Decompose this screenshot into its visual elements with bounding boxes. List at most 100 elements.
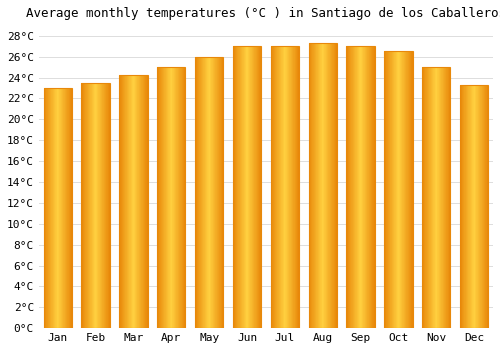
Bar xyxy=(131,75,132,328)
Bar xyxy=(44,88,45,328)
Bar xyxy=(437,67,438,328)
Bar xyxy=(210,57,211,328)
Bar xyxy=(398,51,399,328)
Bar xyxy=(195,57,224,328)
Bar xyxy=(141,75,142,328)
Bar xyxy=(384,51,412,328)
Bar xyxy=(199,57,200,328)
Bar xyxy=(235,46,236,328)
Bar xyxy=(431,67,432,328)
Bar xyxy=(282,46,283,328)
Bar xyxy=(169,67,170,328)
Bar xyxy=(83,83,84,328)
Bar xyxy=(429,67,430,328)
Bar xyxy=(479,85,480,328)
Bar xyxy=(391,51,392,328)
Bar xyxy=(371,46,372,328)
Bar xyxy=(400,51,402,328)
Bar xyxy=(177,67,178,328)
Bar xyxy=(167,67,168,328)
Bar xyxy=(252,46,253,328)
Bar xyxy=(123,75,124,328)
Bar xyxy=(443,67,444,328)
Bar xyxy=(285,46,286,328)
Bar xyxy=(392,51,394,328)
Bar xyxy=(399,51,400,328)
Bar xyxy=(385,51,386,328)
Bar xyxy=(396,51,398,328)
Bar xyxy=(52,88,53,328)
Bar xyxy=(312,43,313,328)
Bar xyxy=(286,46,287,328)
Bar xyxy=(360,46,361,328)
Bar xyxy=(435,67,436,328)
Bar xyxy=(98,83,99,328)
Bar xyxy=(59,88,60,328)
Bar xyxy=(258,46,259,328)
Bar xyxy=(162,67,163,328)
Bar xyxy=(195,57,196,328)
Bar xyxy=(293,46,294,328)
Bar xyxy=(220,57,221,328)
Bar xyxy=(408,51,409,328)
Bar xyxy=(350,46,351,328)
Bar xyxy=(277,46,278,328)
Bar xyxy=(88,83,89,328)
Bar xyxy=(236,46,237,328)
Bar xyxy=(84,83,85,328)
Bar xyxy=(336,43,337,328)
Bar xyxy=(173,67,174,328)
Bar xyxy=(427,67,428,328)
Bar xyxy=(308,43,337,328)
Bar xyxy=(468,85,469,328)
Bar xyxy=(329,43,330,328)
Bar xyxy=(62,88,63,328)
Bar xyxy=(132,75,133,328)
Bar xyxy=(276,46,277,328)
Bar xyxy=(50,88,51,328)
Bar xyxy=(201,57,202,328)
Bar xyxy=(318,43,320,328)
Bar xyxy=(481,85,482,328)
Bar xyxy=(368,46,369,328)
Bar xyxy=(67,88,68,328)
Bar xyxy=(253,46,254,328)
Bar xyxy=(217,57,218,328)
Bar xyxy=(349,46,350,328)
Bar xyxy=(374,46,375,328)
Bar xyxy=(82,83,83,328)
Bar xyxy=(357,46,358,328)
Bar xyxy=(272,46,273,328)
Bar xyxy=(213,57,214,328)
Bar xyxy=(461,85,462,328)
Bar xyxy=(216,57,217,328)
Bar xyxy=(165,67,166,328)
Bar xyxy=(89,83,90,328)
Bar xyxy=(246,46,247,328)
Bar xyxy=(472,85,473,328)
Bar xyxy=(436,67,437,328)
Bar xyxy=(176,67,177,328)
Bar xyxy=(160,67,161,328)
Bar xyxy=(143,75,144,328)
Bar xyxy=(54,88,55,328)
Bar xyxy=(243,46,244,328)
Bar xyxy=(90,83,91,328)
Bar xyxy=(209,57,210,328)
Bar xyxy=(316,43,317,328)
Bar xyxy=(96,83,98,328)
Bar xyxy=(108,83,109,328)
Bar xyxy=(57,88,58,328)
Bar xyxy=(384,51,385,328)
Bar xyxy=(447,67,448,328)
Bar xyxy=(205,57,206,328)
Bar xyxy=(157,67,158,328)
Bar xyxy=(257,46,258,328)
Bar xyxy=(324,43,325,328)
Bar xyxy=(144,75,145,328)
Bar xyxy=(295,46,296,328)
Bar xyxy=(206,57,207,328)
Bar xyxy=(424,67,425,328)
Bar xyxy=(366,46,367,328)
Bar xyxy=(332,43,333,328)
